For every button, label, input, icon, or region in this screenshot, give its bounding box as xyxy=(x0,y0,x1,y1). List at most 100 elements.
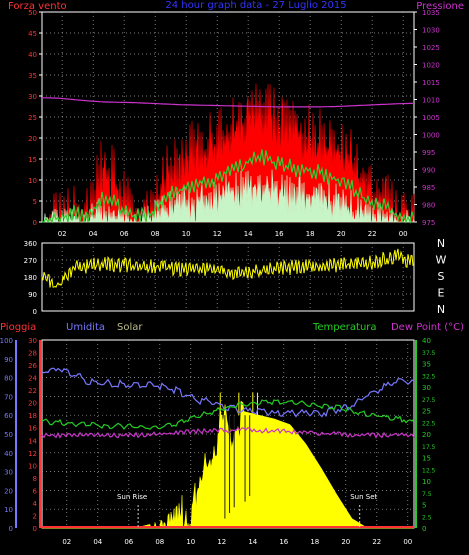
temp-axis-tick: 40 xyxy=(422,337,431,345)
temp-axis-minor-tick: 2.5 xyxy=(422,514,432,521)
rain-axis-tick: 22 xyxy=(28,387,37,395)
compass-label: S xyxy=(438,270,445,283)
temp-axis-minor-tick: 37.5 xyxy=(422,350,436,357)
compass-label: E xyxy=(438,287,445,300)
rain-axis-tick: 30 xyxy=(28,337,37,345)
time-axis-tick-bottom: 06 xyxy=(124,538,133,546)
time-axis-tick-bottom: 20 xyxy=(341,538,350,546)
time-axis-tick: 06 xyxy=(120,230,129,238)
time-axis-tick-bottom: 00 xyxy=(403,538,412,546)
rain-axis-tick: 24 xyxy=(28,375,37,383)
humidity-axis-tick: 100 xyxy=(0,337,13,345)
rain-label: Pioggia xyxy=(0,322,36,333)
compass-label: N xyxy=(437,237,445,250)
rain-axis-tick: 8 xyxy=(33,475,37,483)
time-axis-tick-bottom: 04 xyxy=(93,538,102,546)
temp-axis-minor-tick: 12.5 xyxy=(422,467,436,474)
pressure-axis-tick: 1030 xyxy=(422,27,440,35)
direction-axis-tick: 180 xyxy=(24,274,37,282)
time-axis-tick: 10 xyxy=(182,230,191,238)
wind-axis-label: Forza vento xyxy=(8,1,67,12)
rain-axis-tick: 14 xyxy=(28,437,37,445)
humidity-axis-tick: 60 xyxy=(4,412,13,420)
temp-axis-minor-tick: 27.5 xyxy=(422,397,436,404)
temp-axis-tick: 20 xyxy=(422,431,431,439)
time-axis-tick-bottom: 12 xyxy=(217,538,226,546)
humidity-axis-tick: 80 xyxy=(4,375,13,383)
pressure-axis-tick: 1005 xyxy=(422,114,440,122)
humidity-axis-tick: 10 xyxy=(4,506,13,514)
humidity-axis-tick: 30 xyxy=(4,469,13,477)
rain-axis-tick: 12 xyxy=(28,450,37,458)
time-axis-tick: 14 xyxy=(244,230,253,238)
time-axis-tick: 04 xyxy=(89,230,98,238)
time-axis-tick: 20 xyxy=(337,230,346,238)
rain-axis-tick: 6 xyxy=(33,487,38,495)
wind-axis-tick: 5 xyxy=(33,198,37,206)
temp-axis-tick: 0 xyxy=(422,525,426,533)
pressure-axis-tick: 990 xyxy=(422,167,435,175)
rain-axis-tick: 2 xyxy=(33,512,37,520)
temp-axis-tick: 25 xyxy=(422,408,431,416)
time-axis-tick: 12 xyxy=(213,230,222,238)
rain-axis-tick: 28 xyxy=(28,350,37,358)
time-axis-tick: 18 xyxy=(306,230,315,238)
rain-axis-tick: 4 xyxy=(33,500,38,508)
solar-label: Solar xyxy=(117,322,143,333)
wind-axis-tick: 10 xyxy=(28,177,37,185)
humidity-label: Umidita xyxy=(66,322,105,333)
time-axis-tick: 02 xyxy=(58,230,67,238)
wind-bearing-band xyxy=(42,169,415,223)
pressure-axis-tick: 1020 xyxy=(422,62,440,70)
temp-axis-tick: 10 xyxy=(422,478,431,486)
rain-axis-tick: 0 xyxy=(33,525,37,533)
direction-axis-tick: 90 xyxy=(28,291,37,299)
time-axis-tick-bottom: 22 xyxy=(372,538,381,546)
time-axis-tick: 08 xyxy=(151,230,160,238)
sunrise-label: Sun Rise xyxy=(117,493,147,501)
humidity-line xyxy=(41,367,415,418)
chart-title: 24 hour graph data - 27 Luglio 2015 xyxy=(165,0,346,11)
time-axis-tick: 16 xyxy=(275,230,284,238)
humidity-axis-tick: 0 xyxy=(9,525,13,533)
direction-axis-tick: 270 xyxy=(24,257,37,265)
wind-axis-tick: 30 xyxy=(28,93,37,101)
rain-axis-tick: 26 xyxy=(28,362,37,370)
wind-axis-tick: 20 xyxy=(28,135,37,143)
temp-axis-tick: 30 xyxy=(422,384,431,392)
pressure-axis-tick: 975 xyxy=(422,219,435,227)
temp-axis-minor-tick: 17.5 xyxy=(422,444,436,451)
dew-point-label: Dew Point (°C) xyxy=(391,322,464,333)
time-axis-tick-bottom: 18 xyxy=(310,538,319,546)
direction-axis-tick: 0 xyxy=(33,308,37,316)
temperature-line xyxy=(41,399,415,430)
humidity-axis-tick: 50 xyxy=(4,431,13,439)
temp-axis-tick: 15 xyxy=(422,455,431,463)
pressure-axis-tick: 1025 xyxy=(422,44,440,52)
sunset-label: Sun Set xyxy=(350,493,377,501)
time-axis-tick: 22 xyxy=(368,230,377,238)
pressure-axis-tick: 1015 xyxy=(422,79,440,87)
pressure-axis-tick: 1000 xyxy=(422,132,440,140)
wind-axis-tick: 40 xyxy=(28,51,37,59)
wind-axis-tick: 15 xyxy=(28,156,37,164)
time-axis-tick: 00 xyxy=(399,230,408,238)
wind-axis-tick: 25 xyxy=(28,114,37,122)
dew-point-line xyxy=(41,426,415,439)
rain-axis-tick: 16 xyxy=(28,425,37,433)
temperature-label: Temperatura xyxy=(312,322,377,333)
compass-label: W xyxy=(436,254,447,267)
rain-axis-tick: 10 xyxy=(28,462,37,470)
wind-axis-tick: 50 xyxy=(28,9,37,17)
wind-speed-line xyxy=(42,149,415,225)
time-axis-tick-bottom: 08 xyxy=(155,538,164,546)
pressure-axis-tick: 1010 xyxy=(422,97,440,105)
pressure-line xyxy=(42,97,414,108)
time-axis-tick-bottom: 10 xyxy=(186,538,195,546)
rain-axis-tick: 18 xyxy=(28,412,37,420)
humidity-axis-tick: 40 xyxy=(4,450,13,458)
humidity-axis-tick: 70 xyxy=(4,393,13,401)
pressure-axis-tick: 985 xyxy=(422,184,435,192)
time-axis-tick-bottom: 16 xyxy=(279,538,288,546)
